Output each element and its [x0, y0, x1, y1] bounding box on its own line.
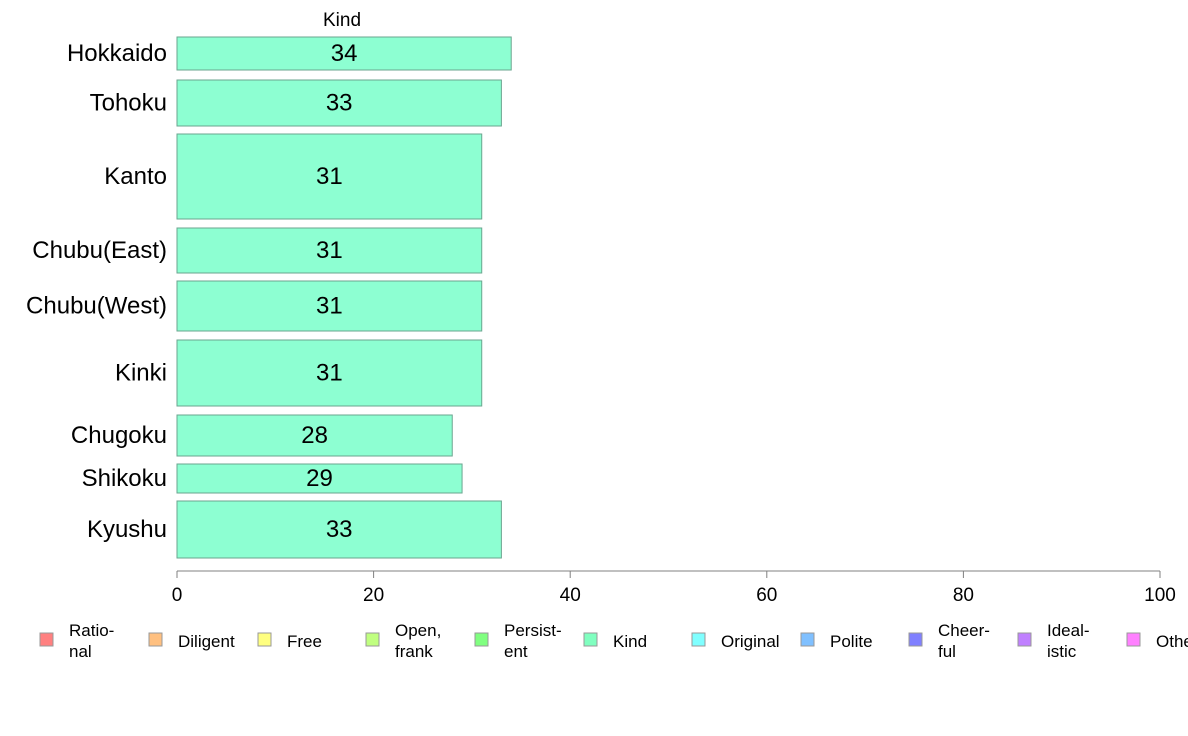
legend-swatch	[908, 632, 923, 647]
legend-swatch	[39, 632, 54, 647]
value-label: 29	[306, 465, 333, 492]
legend-label: Othe	[1156, 632, 1188, 651]
legend-swatch	[257, 632, 272, 647]
legend-label: frank	[395, 642, 433, 661]
x-axis: 0 20 40 60 80 100	[172, 570, 1176, 606]
bar	[176, 133, 483, 220]
x-tick-label: 0	[172, 585, 183, 606]
series-title-kind: Kind	[323, 10, 361, 31]
legend-label: ful	[938, 642, 956, 661]
category-label: Kanto	[104, 163, 167, 190]
category-label: Shikoku	[82, 465, 167, 492]
bar	[176, 414, 453, 457]
category-label: Chubu(West)	[26, 293, 167, 320]
category-label: Kinki	[115, 360, 167, 387]
x-tick-label: 40	[560, 585, 581, 606]
bars-layer: Kind 34 33 31 31 31 31 28 29 33	[176, 10, 512, 559]
bar	[176, 227, 483, 274]
category-label: Hokkaido	[67, 40, 167, 67]
legend-label: Open,	[395, 621, 441, 640]
legend-swatch	[148, 632, 163, 647]
x-tick-label: 100	[1144, 585, 1176, 606]
legend-label: ent	[504, 642, 528, 661]
legend-label: Ratio-	[69, 621, 114, 640]
legend: Ratio-nal Diligent Free Open, frank Persist-e…	[39, 621, 1188, 661]
legend-swatch	[474, 632, 489, 647]
legend-swatch	[1126, 632, 1141, 647]
x-tick-label: 80	[953, 585, 974, 606]
legend-swatch	[691, 632, 706, 647]
category-labels: Hokkaido Tohoku Kanto Chubu(East) Chubu(West…	[26, 40, 167, 543]
bar	[176, 79, 502, 127]
bar	[176, 500, 502, 559]
value-label: 33	[326, 516, 353, 543]
value-label: 28	[301, 422, 328, 449]
legend-swatch	[365, 632, 380, 647]
bar	[176, 339, 483, 407]
legend-swatch	[1017, 632, 1032, 647]
legend-swatch	[800, 632, 815, 647]
legend-label: Diligent	[178, 632, 235, 651]
value-label: 31	[316, 163, 343, 190]
legend-label: Free	[287, 632, 322, 651]
category-label: Chubu(East)	[32, 237, 167, 264]
legend-label: Original	[721, 632, 780, 651]
legend-label: nal	[69, 642, 92, 661]
x-tick-label: 20	[363, 585, 384, 606]
legend-swatch	[583, 632, 598, 647]
value-label: 31	[316, 237, 343, 264]
value-label: 34	[331, 40, 358, 67]
legend-label: Persist-	[504, 621, 562, 640]
bar	[176, 36, 512, 71]
legend-label: Cheer-	[938, 621, 990, 640]
category-label: Chugoku	[71, 422, 167, 449]
category-label: Tohoku	[90, 90, 167, 117]
value-label: 31	[316, 360, 343, 387]
value-label: 33	[326, 90, 353, 117]
bar	[176, 463, 463, 494]
category-label: Kyushu	[87, 516, 167, 543]
x-tick-label: 60	[756, 585, 777, 606]
legend-label: Polite	[830, 632, 873, 651]
legend-label: istic	[1047, 642, 1077, 661]
legend-label: Ideal-	[1047, 621, 1090, 640]
legend-label: Kind	[613, 632, 647, 651]
value-label: 31	[316, 293, 343, 320]
bar	[176, 280, 483, 332]
